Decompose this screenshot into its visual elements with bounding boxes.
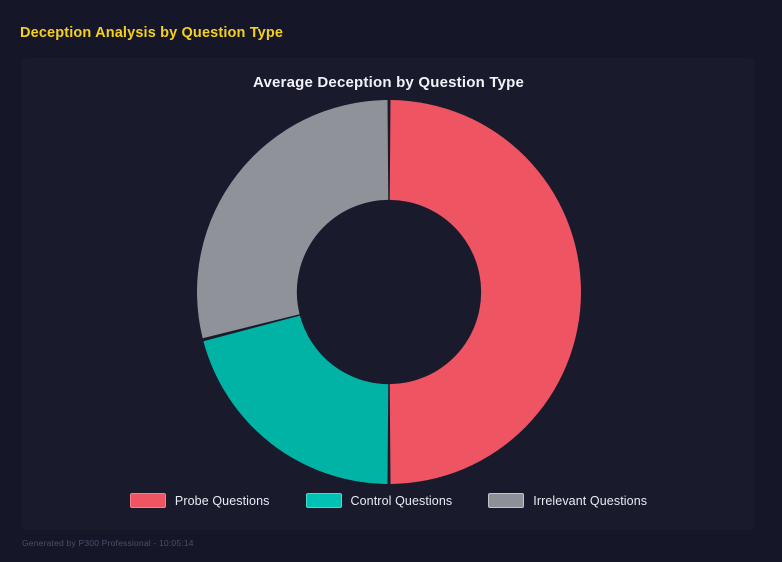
- legend-item-probe-questions[interactable]: Probe Questions: [129, 493, 270, 508]
- legend-item-irrelevant-questions[interactable]: Irrelevant Questions: [488, 493, 647, 508]
- chart-legend: Probe Questions Control Questions Irrele…: [22, 493, 755, 508]
- donut-slice[interactable]: [389, 100, 581, 484]
- legend-item-control-questions[interactable]: Control Questions: [305, 493, 453, 508]
- donut-slice-group: [196, 100, 581, 484]
- page-title: Deception Analysis by Question Type: [20, 25, 284, 41]
- legend-swatch-control-questions: [305, 493, 342, 508]
- legend-swatch-probe-questions: [129, 493, 166, 508]
- chart-panel: Average Deception by Question Type Probe…: [22, 58, 755, 530]
- donut-chart: [22, 96, 755, 486]
- donut-chart-svg: [196, 100, 581, 484]
- legend-label-irrelevant-questions: Irrelevant Questions: [533, 493, 648, 508]
- donut-slice[interactable]: [196, 100, 388, 339]
- legend-swatch-irrelevant-questions: [488, 493, 525, 508]
- legend-label-control-questions: Control Questions: [350, 493, 453, 508]
- footer-note: Generated by P300 Professional - 10:05:1…: [22, 538, 194, 548]
- chart-title: Average Deception by Question Type: [252, 74, 525, 91]
- legend-label-probe-questions: Probe Questions: [174, 493, 270, 508]
- donut-slice[interactable]: [202, 315, 388, 484]
